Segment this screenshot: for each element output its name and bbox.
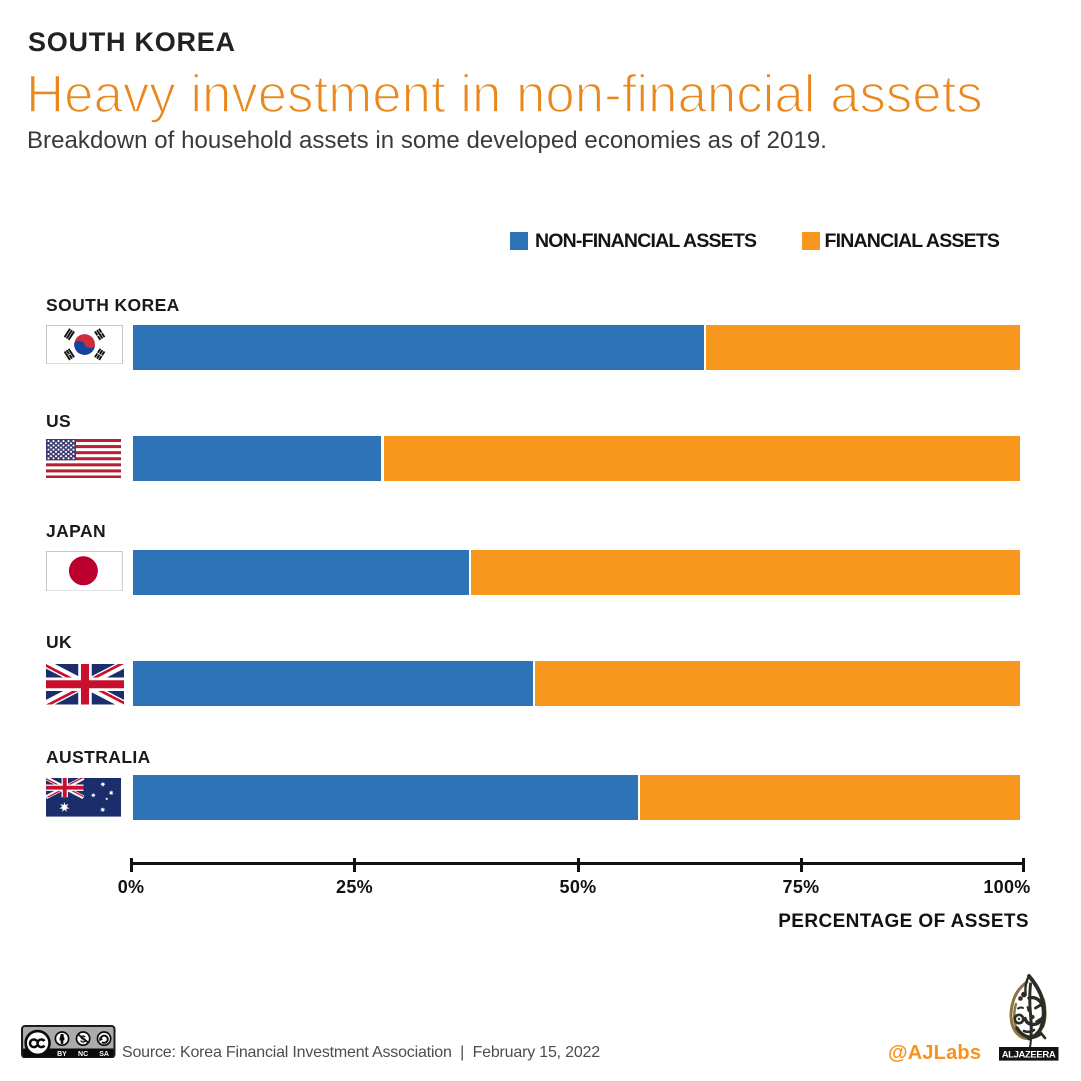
svg-text:NC: NC <box>78 1051 88 1058</box>
svg-text:ALJAZEERA: ALJAZEERA <box>1002 1050 1056 1061</box>
svg-text:$: $ <box>80 1034 86 1045</box>
svg-text:SA: SA <box>99 1051 109 1058</box>
svg-text:BY: BY <box>57 1051 67 1058</box>
